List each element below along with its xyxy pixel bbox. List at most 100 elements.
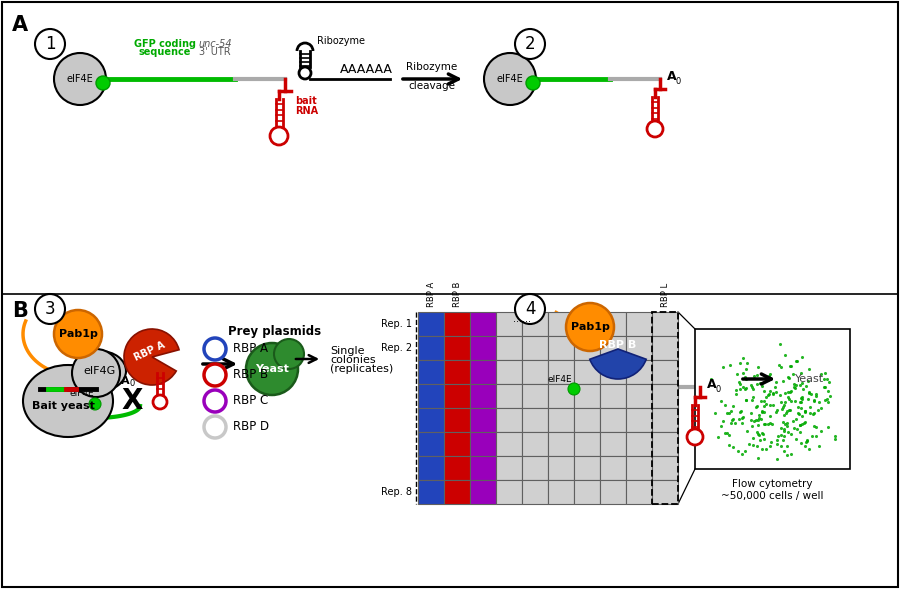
Point <box>750 370 764 380</box>
Point <box>784 386 798 396</box>
Point <box>820 395 834 404</box>
Bar <box>470 336 496 360</box>
Bar <box>522 360 548 384</box>
Circle shape <box>204 416 226 438</box>
Point <box>774 404 788 413</box>
Point <box>707 408 722 418</box>
Bar <box>548 336 574 360</box>
Bar <box>470 456 496 480</box>
Bar <box>470 480 496 504</box>
Point <box>786 369 800 379</box>
Point <box>809 391 824 401</box>
Bar <box>522 408 548 432</box>
Bar <box>626 384 652 408</box>
Point <box>823 391 837 401</box>
Bar <box>496 312 522 336</box>
Point <box>776 376 790 386</box>
Point <box>795 353 809 362</box>
Point <box>798 442 813 451</box>
Point <box>765 419 779 429</box>
Circle shape <box>204 338 226 360</box>
Point <box>798 407 813 416</box>
Text: RBP A: RBP A <box>133 339 167 362</box>
Point <box>758 373 772 382</box>
Point <box>781 427 796 436</box>
Point <box>749 415 763 425</box>
Point <box>774 423 788 432</box>
Point <box>729 385 743 395</box>
Point <box>755 429 770 438</box>
Point <box>793 428 807 437</box>
Point <box>726 402 741 411</box>
Point <box>793 398 807 407</box>
Bar <box>444 432 470 456</box>
Point <box>717 428 732 438</box>
Point <box>733 408 747 417</box>
Bar <box>600 384 626 408</box>
Point <box>782 373 796 383</box>
Bar <box>418 360 444 384</box>
Point <box>723 360 737 370</box>
Text: Flow cytometry: Flow cytometry <box>733 479 813 489</box>
Point <box>788 383 803 393</box>
Point <box>746 433 760 442</box>
Bar <box>548 432 574 456</box>
Bar <box>574 384 600 408</box>
Point <box>800 435 814 445</box>
Point <box>769 407 783 416</box>
Text: 2: 2 <box>525 35 535 53</box>
Point <box>762 372 777 381</box>
Point <box>716 363 731 372</box>
Bar <box>418 336 444 360</box>
Text: 0: 0 <box>716 385 721 393</box>
Text: 0: 0 <box>676 77 681 85</box>
Text: 3' UTR: 3' UTR <box>199 47 230 57</box>
Point <box>788 396 802 406</box>
Text: Bait yeast: Bait yeast <box>32 401 94 411</box>
Circle shape <box>786 355 834 403</box>
Circle shape <box>54 53 106 105</box>
Text: Pab1p: Pab1p <box>571 322 609 332</box>
Point <box>732 378 746 387</box>
Point <box>795 419 809 429</box>
Wedge shape <box>590 349 646 379</box>
Point <box>745 385 760 394</box>
Bar <box>548 456 574 480</box>
Text: eIF4E: eIF4E <box>67 74 94 84</box>
Circle shape <box>89 398 101 410</box>
Point <box>770 405 784 415</box>
Point <box>734 449 749 459</box>
Point <box>777 401 791 410</box>
Text: (replicates): (replicates) <box>330 364 393 374</box>
Point <box>806 396 821 406</box>
Bar <box>626 456 652 480</box>
Text: Yeast: Yeast <box>255 364 289 374</box>
Point <box>814 403 828 413</box>
Bar <box>418 408 444 432</box>
Bar <box>574 480 600 504</box>
Point <box>747 416 761 426</box>
Point <box>790 408 805 418</box>
Point <box>779 442 794 451</box>
Bar <box>444 336 470 360</box>
Bar <box>652 336 678 360</box>
Point <box>735 412 750 422</box>
Point <box>802 445 816 454</box>
Bar <box>496 384 522 408</box>
Point <box>780 421 795 431</box>
Circle shape <box>72 349 120 397</box>
Point <box>828 431 842 441</box>
Point <box>743 415 758 424</box>
Circle shape <box>62 373 102 413</box>
Point <box>757 434 771 444</box>
Point <box>760 375 775 385</box>
Bar <box>652 312 678 504</box>
Point <box>781 392 796 401</box>
Text: A: A <box>707 379 716 392</box>
Text: RBP C: RBP C <box>233 395 268 408</box>
Point <box>811 405 825 415</box>
Point <box>778 419 792 429</box>
Point <box>803 402 817 412</box>
Bar <box>626 408 652 432</box>
Point <box>754 414 769 423</box>
